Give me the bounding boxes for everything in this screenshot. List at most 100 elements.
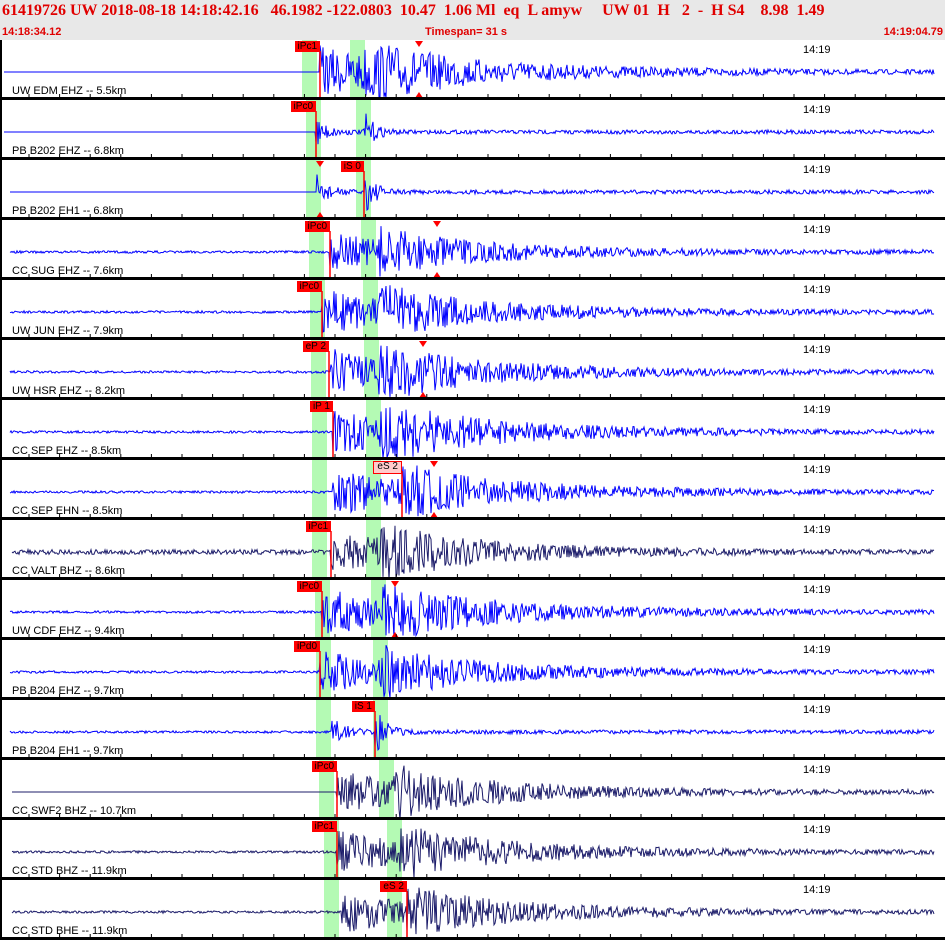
- phase-pick-label[interactable]: eS 2: [373, 461, 402, 474]
- start-time: 14:18:34.12: [2, 26, 62, 38]
- waveform: [11, 525, 935, 580]
- station-label: CC VALT BHZ -- 8.6km: [12, 565, 126, 577]
- amp-marker-down: [415, 41, 423, 47]
- amp-marker-up: [316, 212, 324, 218]
- phase-pick-label[interactable]: iPc1: [311, 821, 337, 832]
- amp-marker-down: [419, 341, 427, 347]
- time-label: 14:19: [803, 44, 831, 56]
- phase-pick-label[interactable]: iPc1: [305, 521, 331, 532]
- waveform: [4, 113, 935, 145]
- phase-window: [302, 40, 317, 100]
- station-label: CC SEP EHZ -- 8.5km: [12, 445, 122, 457]
- time-label: 14:19: [803, 704, 831, 716]
- trace-panel[interactable]: UW JUN EHZ -- 7.9km 14:19 iPc0: [2, 280, 945, 340]
- phase-pick-label[interactable]: iPc0: [296, 581, 322, 592]
- phase-pick-label[interactable]: iP 1: [309, 401, 333, 412]
- amp-marker-down: [316, 161, 324, 167]
- waveform: [9, 285, 935, 333]
- station-label: PB B202 EHZ -- 6.8km: [12, 145, 124, 157]
- event-summary: 61419726 UW 2018-08-18 14:18:42.16 46.19…: [2, 2, 825, 19]
- station-label: CC STD BHE -- 11.9km: [12, 925, 128, 937]
- phase-window: [361, 220, 376, 280]
- trace-panel[interactable]: CC STD BHZ -- 11.9km 14:19 iPc1: [2, 820, 945, 880]
- trace-panel[interactable]: CC SEP EHN -- 8.5km 14:19 eS 2: [2, 460, 945, 520]
- event-header: 61419726 UW 2018-08-18 14:18:42.16 46.19…: [0, 0, 945, 40]
- trace-panels: UW EDM EHZ -- 5.5km 14:19 iPc1 PB B202 EHZ …: [0, 40, 945, 940]
- amp-marker-up: [415, 92, 423, 98]
- phase-pick-label[interactable]: iPc0: [311, 761, 337, 772]
- phase-window: [319, 760, 334, 820]
- time-label: 14:19: [803, 824, 831, 836]
- phase-pick-label[interactable]: eP 2: [302, 341, 329, 352]
- time-label: 14:19: [803, 104, 831, 116]
- waveform: [9, 584, 935, 638]
- waveform: [11, 887, 935, 935]
- station-label: PB B204 EH1 -- 9.7km: [12, 745, 124, 757]
- trace-panel[interactable]: UW HSR EHZ -- 8.2km 14:19 eP 2: [2, 340, 945, 400]
- trace-panel[interactable]: CC SWF2 BHZ -- 10.7km 14:19 iPc0: [2, 760, 945, 820]
- amp-marker-up: [391, 632, 399, 638]
- phase-window: [324, 820, 339, 880]
- phase-pick-label[interactable]: iPc0: [296, 281, 322, 292]
- amp-marker-up: [433, 272, 441, 278]
- phase-window: [312, 400, 327, 460]
- time-label: 14:19: [803, 884, 831, 896]
- phase-window: [316, 700, 331, 760]
- waveform: [9, 465, 935, 517]
- time-label: 14:19: [803, 464, 831, 476]
- amp-marker-up: [430, 512, 438, 518]
- trace-panel[interactable]: PB B202 EHZ -- 6.8km 14:19 iPc0: [2, 100, 945, 160]
- waveform: [9, 407, 935, 459]
- station-label: CC SEP EHN -- 8.5km: [12, 505, 123, 517]
- amp-marker-down: [433, 221, 441, 227]
- station-label: UW CDF EHZ -- 9.4km: [12, 625, 125, 637]
- phase-pick-label[interactable]: eS 2: [380, 881, 407, 892]
- station-label: CC SUG EHZ -- 7.6km: [12, 265, 124, 277]
- phase-pick-label[interactable]: iS 1: [351, 701, 375, 712]
- time-label: 14:19: [803, 524, 831, 536]
- waveform: [9, 715, 935, 751]
- time-label: 14:19: [803, 644, 831, 656]
- station-label: UW JUN EHZ -- 7.9km: [12, 325, 124, 337]
- trace-panel[interactable]: CC SUG EHZ -- 7.6km 14:19 iPc0: [2, 220, 945, 280]
- phase-pick-label[interactable]: iS 0: [340, 161, 364, 172]
- waveform: [9, 226, 935, 277]
- trace-panel[interactable]: PB B204 EHZ -- 9.7km 14:19 iPd0: [2, 640, 945, 700]
- amp-marker-down: [430, 461, 438, 467]
- phase-window: [306, 100, 321, 160]
- station-label: PB B202 EH1 -- 6.8km: [12, 205, 124, 217]
- trace-panel[interactable]: PB B204 EH1 -- 9.7km 14:19 iS 1: [2, 700, 945, 760]
- trace-panel[interactable]: CC VALT BHZ -- 8.6km 14:19 iPc1: [2, 520, 945, 580]
- trace-panel[interactable]: UW CDF EHZ -- 9.4km 14:19 iPc0: [2, 580, 945, 640]
- time-label: 14:19: [803, 764, 831, 776]
- timespan: Timespan= 31 s: [425, 26, 508, 38]
- end-time: 14:19:04.79: [883, 26, 943, 38]
- waveform: [4, 45, 935, 99]
- time-label: 14:19: [803, 344, 831, 356]
- waveform: [10, 174, 935, 211]
- phase-pick-label[interactable]: iPc0: [290, 101, 316, 112]
- phase-pick-label[interactable]: iPc1: [294, 41, 320, 52]
- phase-window: [312, 460, 327, 520]
- time-label: 14:19: [803, 404, 831, 416]
- station-label: UW EDM EHZ -- 5.5km: [12, 85, 127, 97]
- waveform: [11, 828, 935, 879]
- trace-panel[interactable]: PB B202 EH1 -- 6.8km 14:19 iS 0: [2, 160, 945, 220]
- phase-window: [309, 220, 324, 280]
- station-label: PB B204 EHZ -- 9.7km: [12, 685, 124, 697]
- phase-pick-label[interactable]: iPc0: [304, 221, 330, 232]
- phase-window: [324, 880, 339, 940]
- time-label: 14:19: [803, 224, 831, 236]
- time-label: 14:19: [803, 584, 831, 596]
- time-label: 14:19: [803, 164, 831, 176]
- waveform: [9, 645, 935, 698]
- trace-panel[interactable]: CC STD BHE -- 11.9km 14:19 eS 2: [2, 880, 945, 940]
- phase-window: [373, 640, 388, 700]
- trace-panel[interactable]: UW EDM EHZ -- 5.5km 14:19 iPc1: [2, 40, 945, 100]
- phase-pick-label[interactable]: iPd0: [293, 641, 320, 652]
- waveform: [9, 345, 935, 397]
- station-label: UW HSR EHZ -- 8.2km: [12, 385, 126, 397]
- trace-panel[interactable]: CC SEP EHZ -- 8.5km 14:19 iP 1: [2, 400, 945, 460]
- amp-marker-down: [391, 581, 399, 587]
